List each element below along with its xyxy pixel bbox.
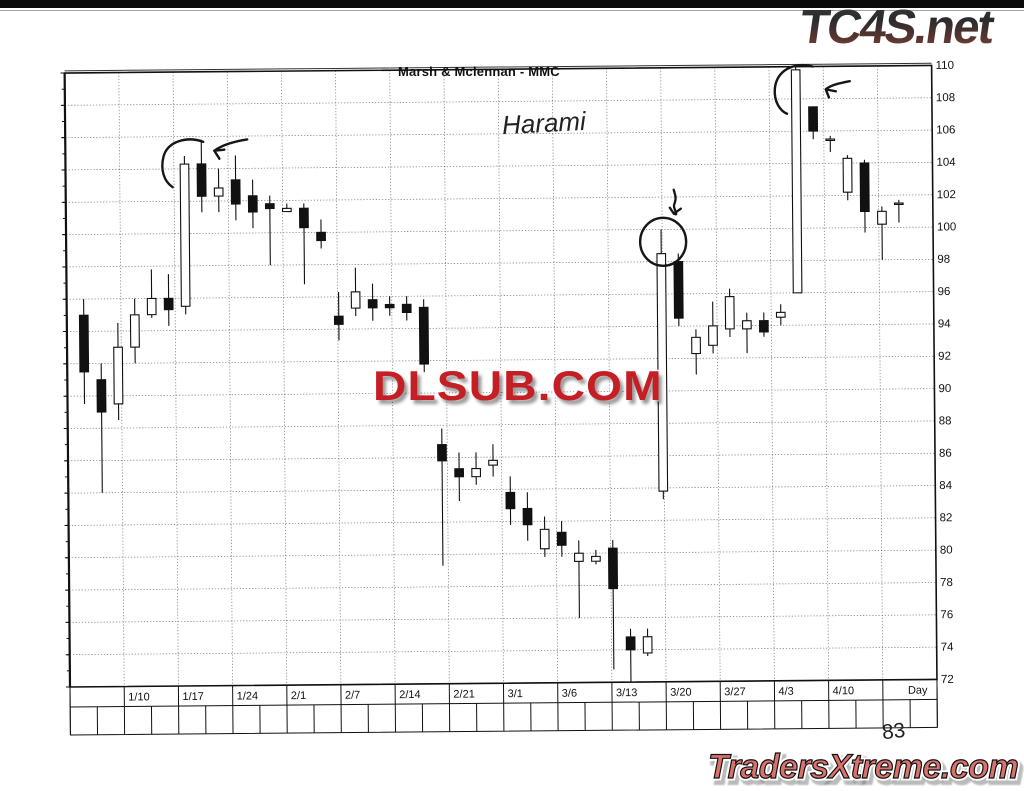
svg-text:3/1: 3/1 — [508, 688, 523, 700]
svg-text:106: 106 — [936, 124, 955, 136]
svg-text:94: 94 — [938, 318, 952, 330]
svg-text:100: 100 — [937, 221, 956, 233]
svg-text:4/10: 4/10 — [833, 685, 855, 697]
svg-text:78: 78 — [940, 577, 953, 589]
svg-text:82: 82 — [940, 512, 953, 524]
svg-text:2/14: 2/14 — [399, 689, 421, 701]
svg-text:1/10: 1/10 — [128, 691, 150, 703]
svg-text:3/6: 3/6 — [562, 688, 577, 700]
svg-text:108: 108 — [936, 92, 955, 104]
svg-text:1/24: 1/24 — [237, 690, 259, 702]
svg-text:84: 84 — [939, 480, 953, 492]
svg-text:102: 102 — [937, 189, 956, 201]
svg-text:86: 86 — [939, 448, 952, 460]
svg-text:92: 92 — [938, 351, 951, 363]
svg-text:98: 98 — [937, 254, 950, 266]
svg-text:4/3: 4/3 — [778, 686, 793, 698]
svg-text:3/20: 3/20 — [670, 687, 692, 699]
svg-text:2/7: 2/7 — [345, 689, 360, 701]
svg-text:110: 110 — [936, 60, 954, 72]
svg-text:72: 72 — [941, 674, 954, 686]
svg-text:88: 88 — [939, 415, 952, 427]
svg-text:80: 80 — [940, 544, 953, 556]
svg-text:3/27: 3/27 — [724, 686, 746, 698]
svg-text:90: 90 — [938, 383, 951, 395]
svg-text:76: 76 — [940, 609, 953, 621]
svg-text:Day: Day — [908, 685, 928, 697]
svg-text:96: 96 — [938, 286, 951, 298]
svg-text:3/13: 3/13 — [616, 687, 638, 699]
svg-text:104: 104 — [936, 157, 956, 169]
svg-text:2/21: 2/21 — [453, 688, 475, 700]
svg-text:2/1: 2/1 — [291, 690, 306, 702]
svg-text:1/17: 1/17 — [182, 691, 204, 703]
svg-text:74: 74 — [941, 641, 954, 653]
